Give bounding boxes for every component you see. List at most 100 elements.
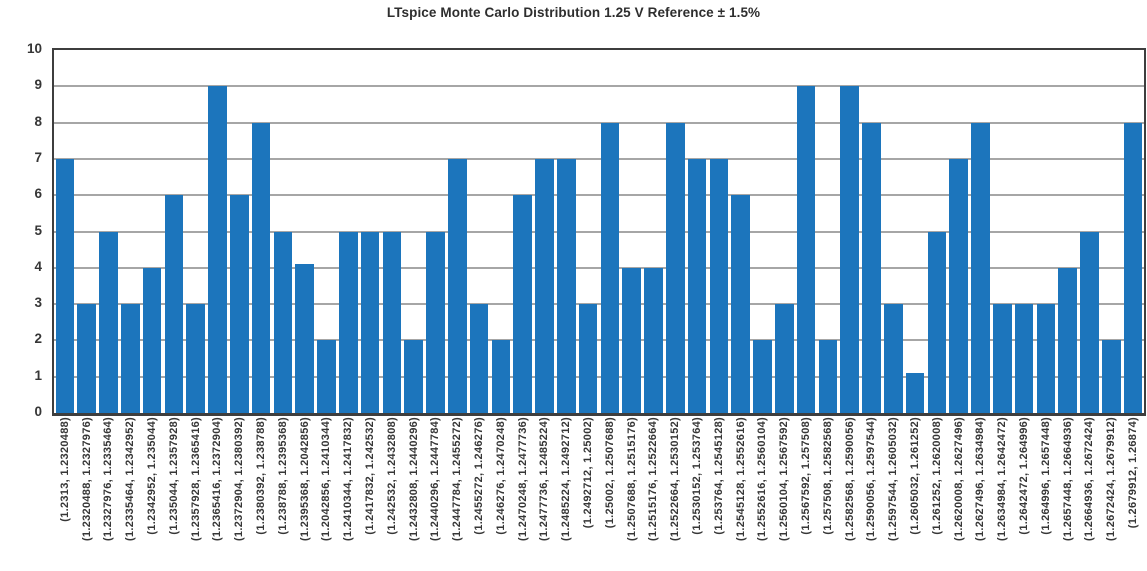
x-axis-tick-label: (1.2432808, 1.2440296): [407, 417, 420, 542]
x-axis-tick-label: (1.2530152, 1.253764): [691, 417, 704, 535]
gridline: [54, 157, 1144, 160]
x-axis-tick-label-box: (1.2552616, 1.2560104): [752, 417, 774, 571]
x-axis-tick-label: (1.257508, 1.2582568): [821, 417, 834, 535]
x-axis-tick-label-box: (1.2545128, 1.2552616): [730, 417, 752, 571]
x-axis-tick-label-box: (1.2432808, 1.2440296): [403, 417, 425, 571]
histogram-bar: [55, 158, 75, 413]
x-axis-tick-label: (1.2335464, 1.2342952): [124, 417, 137, 542]
x-axis-tick-label-box: (1.235044, 1.2357928): [163, 417, 185, 571]
x-axis-tick-label-box: (1.261252, 1.2620008): [926, 417, 948, 571]
x-axis-tick-label: (1.2417832, 1.242532): [364, 417, 377, 535]
x-axis-tick-label: (1.2620008, 1.2627496): [952, 417, 965, 542]
x-axis-tick-label-box: (1.2679912, 1.26874): [1122, 417, 1144, 571]
histogram-bar: [666, 122, 685, 413]
x-axis-tick-label: (1.2515176, 1.2522664): [647, 417, 660, 542]
x-axis-tick-label: (1.2492712, 1.25002): [582, 417, 595, 529]
x-axis-tick-label: (1.2372904, 1.2380392): [233, 417, 246, 542]
histogram-bar: [251, 122, 271, 413]
x-axis-tick-label: (1.2440296, 1.2447784): [429, 417, 442, 542]
x-axis-tick-label: (1.2664936, 1.2672424): [1083, 417, 1096, 542]
x-axis-tick-label-box: (1.253764, 1.2545128): [708, 417, 730, 571]
histogram-bar: [339, 231, 358, 413]
histogram-bar: [600, 122, 620, 413]
x-axis-tick-label-box: (1.2042856, 1.2410344): [316, 417, 338, 571]
x-axis-tick-label-box: (1.2365416, 1.2372904): [207, 417, 229, 571]
y-axis-tick-label: 8: [34, 113, 42, 129]
x-axis-tick-label: (1.2522664, 1.2530152): [669, 417, 682, 542]
y-axis-tick-label: 5: [34, 222, 42, 238]
histogram-bar: [77, 304, 96, 413]
x-axis-tick-label: (1.2470248, 1.2477736): [516, 417, 529, 542]
x-axis-tick-label: (1.2395368, 1.2042856): [298, 417, 311, 542]
histogram-bar: [426, 231, 445, 413]
x-axis-tick-label-box: (1.25002, 1.2507688): [599, 417, 621, 571]
x-axis-tick-label-box: (1.2410344, 1.2417832): [337, 417, 359, 571]
x-axis-tick-label: (1.253764, 1.2545128): [712, 417, 725, 535]
histogram-bar: [142, 267, 162, 413]
x-axis-tick-label: (1.2455272, 1.246276): [473, 417, 486, 535]
x-axis-tick-label-box: (1.2605032, 1.261252): [904, 417, 926, 571]
gridline: [54, 303, 1144, 306]
x-axis-tick-label: (1.2042856, 1.2410344): [320, 417, 333, 542]
y-axis-tick-label: 9: [34, 77, 42, 93]
histogram-bar: [1014, 304, 1034, 413]
x-axis-tick-label-box: (1.242532, 1.2432808): [381, 417, 403, 571]
histogram-bar: [796, 86, 816, 413]
x-axis-tick-label: (1.2320488, 1.2327976): [80, 417, 93, 542]
x-axis-tick-label: (1.2507688, 1.2515176): [625, 417, 638, 542]
gridline: [54, 266, 1144, 269]
x-axis-tick-label: (1.2657448, 1.2664936): [1061, 417, 1074, 542]
histogram-bar: [404, 340, 423, 413]
x-axis-tick-label-box: (1.2567592, 1.257508): [795, 417, 817, 571]
x-axis-tick-label: (1.2582568, 1.2590056): [843, 417, 856, 542]
histogram-bar: [99, 231, 118, 413]
histogram-bar: [186, 304, 205, 413]
gridline: [54, 194, 1144, 197]
x-axis-tick-label: (1.2327976, 1.2335464): [102, 417, 115, 542]
y-axis-tick-label: 10: [26, 41, 42, 56]
y-axis-tick-label: 3: [34, 295, 42, 311]
x-axis-tick-label: (1.2545128, 1.2552616): [734, 417, 747, 542]
histogram-bar: [840, 86, 859, 413]
histogram-bar: [731, 195, 750, 413]
x-axis-tick-label: (1.2380392, 1.238788): [255, 417, 268, 535]
x-axis-tick-label-box: (1.2620008, 1.2627496): [948, 417, 970, 571]
x-axis-tick-label-box: (1.2380392, 1.238788): [250, 417, 272, 571]
y-axis-tick-label: 2: [34, 331, 42, 347]
x-axis-tick-label-box: (1.2657448, 1.2664936): [1057, 417, 1079, 571]
y-axis-tick-label: 6: [34, 186, 42, 202]
x-axis-tick-label: (1.2672424, 1.2679912): [1105, 417, 1118, 542]
histogram-bar: [578, 304, 598, 413]
x-axis-tick-label: (1.2357928, 1.2365416): [189, 417, 202, 542]
histogram-bar: [753, 340, 772, 413]
x-axis-tick-label: (1.2447784, 1.2455272): [451, 417, 464, 542]
histogram-bar: [230, 195, 249, 413]
histogram-bar: [513, 195, 532, 413]
histogram-bar: [208, 86, 227, 413]
x-axis-tick-label-box: (1.2417832, 1.242532): [359, 417, 381, 571]
chart-title: LTspice Monte Carlo Distribution 1.25 V …: [386, 5, 761, 20]
x-axis-tick-label-box: (1.2447784, 1.2455272): [446, 417, 468, 571]
histogram-bar: [927, 231, 947, 413]
x-axis-tick-label: (1.2485224, 1.2492712): [560, 417, 573, 542]
gridline: [54, 121, 1144, 124]
histogram-bar: [535, 158, 554, 413]
x-axis-tick-label: (1.2642472, 1.264996): [1018, 417, 1031, 535]
x-axis-tick-label-box: (1.2492712, 1.25002): [577, 417, 599, 571]
gridline: [54, 339, 1144, 342]
x-axis-tick-label-box: (1.2507688, 1.2515176): [621, 417, 643, 571]
y-axis-tick-label: 7: [34, 149, 42, 165]
x-axis-tick-label-box: (1.2634984, 1.2642472): [991, 417, 1013, 571]
x-axis-tick-label: (1.2410344, 1.2417832): [342, 417, 355, 542]
x-axis-tick-label-box: (1.2672424, 1.2679912): [1100, 417, 1122, 571]
histogram-bar: [557, 158, 576, 413]
histogram-bar: [1058, 267, 1077, 413]
x-axis-tick-label: (1.2365416, 1.2372904): [211, 417, 224, 542]
x-axis-tick-label-box: (1.2582568, 1.2590056): [839, 417, 861, 571]
histogram-bar: [295, 264, 314, 413]
x-axis-tick-label-box: (1.2597544, 1.2605032): [882, 417, 904, 571]
y-axis-tick-label: 0: [34, 404, 42, 419]
x-axis-tick-label: (1.2597544, 1.2605032): [887, 417, 900, 542]
histogram-bar: [382, 231, 402, 413]
